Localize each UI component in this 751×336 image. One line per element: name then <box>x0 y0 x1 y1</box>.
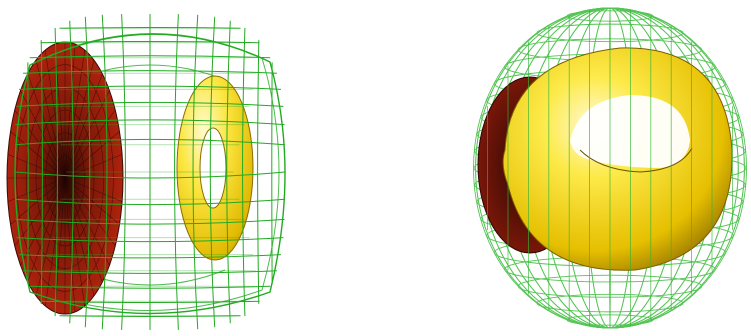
right-figure-svg <box>473 7 747 329</box>
wireframe-box-front <box>14 13 286 331</box>
wireframe-ellipsoid-front <box>487 8 733 328</box>
left-3d-figure <box>0 0 300 336</box>
yellow-torus <box>502 47 733 271</box>
right-3d-figure <box>470 0 751 336</box>
left-figure-svg <box>6 13 286 331</box>
